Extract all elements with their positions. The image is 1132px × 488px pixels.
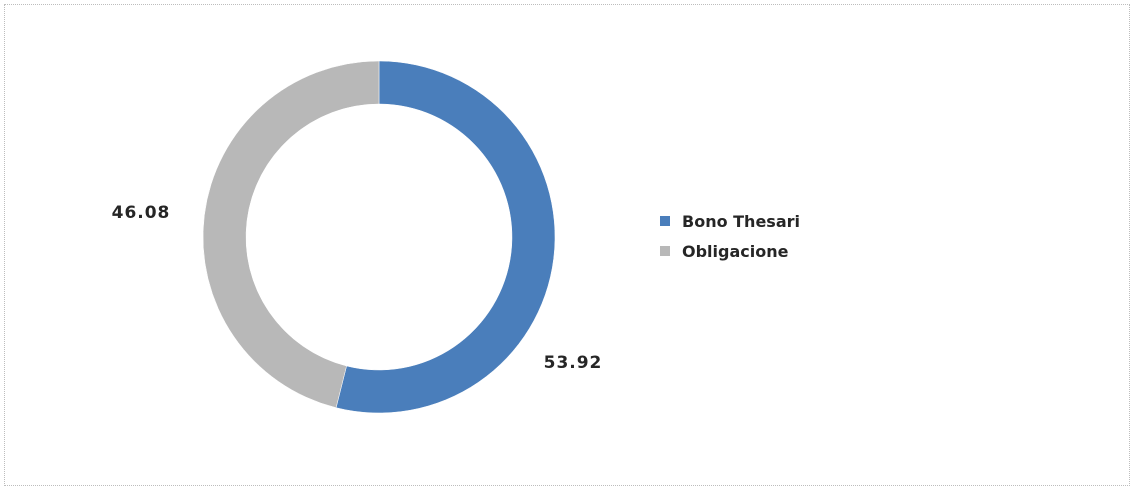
legend-label-bono-thesari: Bono Thesari: [682, 211, 800, 231]
legend-item-obligacione: Obligacione: [660, 236, 880, 266]
slice-obligacione: [202, 60, 380, 408]
chart-legend: Bono Thesari Obligacione: [660, 206, 880, 266]
data-label-bono-thesari: 53.92: [544, 353, 603, 373]
legend-swatch-bono-thesari: [660, 216, 670, 226]
chart-frame: [4, 4, 1130, 486]
legend-swatch-obligacione: [660, 246, 670, 256]
slice-bono-thesari: [335, 60, 556, 414]
legend-label-obligacione: Obligacione: [682, 241, 789, 261]
legend-item-bono-thesari: Bono Thesari: [660, 206, 880, 236]
data-label-obligacione: 46.08: [112, 203, 171, 223]
